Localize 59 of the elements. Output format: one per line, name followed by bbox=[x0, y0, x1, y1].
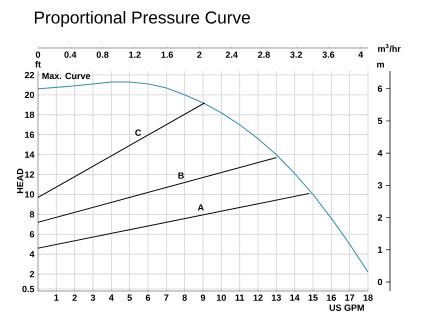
x2-tick-label: 1.2 bbox=[129, 52, 141, 58]
y2-tick-label: 0 bbox=[378, 278, 382, 286]
y-tick-label: 12 bbox=[25, 171, 34, 178]
series-label: Max. Curve bbox=[42, 72, 90, 80]
x-tick-label: 7 bbox=[164, 294, 168, 301]
y-tick-label: 10 bbox=[25, 191, 34, 198]
line-series bbox=[38, 81, 368, 273]
x-tick-label: 8 bbox=[182, 294, 187, 301]
x-tick-label: 16 bbox=[326, 294, 336, 301]
x2-tick-label: 1.6 bbox=[161, 52, 173, 58]
y-tick-label: 18 bbox=[25, 112, 34, 118]
y-tick-label: 14 bbox=[25, 152, 34, 158]
y-tick-label: 2 bbox=[30, 270, 34, 278]
series-label: C bbox=[135, 130, 142, 136]
x2-tick-label: 4 bbox=[358, 52, 364, 58]
x2-tick-label: 2 bbox=[197, 52, 202, 58]
y2-axis-title: m bbox=[377, 62, 384, 68]
series-label: A bbox=[198, 204, 204, 211]
x-tick-label: 13 bbox=[272, 294, 281, 301]
x2-axis-title: m$^{3}$/hr bbox=[378, 44, 401, 52]
x2-tick-label: 0 bbox=[36, 52, 40, 58]
y-tick-label: 22 bbox=[24, 72, 34, 78]
y2-tick-label: 5 bbox=[378, 118, 382, 124]
x2-tick-label: 3.6 bbox=[322, 52, 334, 58]
x-tick-label: 17 bbox=[345, 294, 354, 301]
x2-tick-label: 2.8 bbox=[258, 52, 270, 58]
x2-tick-label: 2.4 bbox=[226, 52, 238, 58]
x-tick-label: 10 bbox=[216, 294, 226, 301]
x-tick-label: 11 bbox=[235, 294, 244, 301]
x-axis-title: US GPM bbox=[330, 304, 364, 311]
y2-tick-label: 4 bbox=[378, 150, 382, 156]
y-tick-label: 4 bbox=[30, 251, 34, 258]
x-tick-label: 12 bbox=[254, 294, 263, 301]
y2-tick-label: 2 bbox=[378, 214, 382, 221]
chart-title: Proportional Pressure Curve bbox=[34, 10, 250, 28]
x2-tick-label: 0.4 bbox=[64, 52, 76, 58]
x-tick-label: 18 bbox=[364, 294, 373, 301]
y2-tick-label: 3 bbox=[378, 182, 382, 189]
y2-tick-label: 6 bbox=[378, 86, 382, 92]
x-tick-label: 6 bbox=[146, 294, 150, 301]
x-tick-label: 5 bbox=[127, 294, 132, 301]
x-tick-label: 15 bbox=[308, 294, 318, 301]
y-axis-title: HEAD bbox=[17, 168, 24, 194]
x-tick-label: 4 bbox=[108, 294, 114, 301]
y-tick-label: 6 bbox=[30, 231, 34, 238]
series-label: B bbox=[178, 172, 184, 179]
x2-tick-label: 3.2 bbox=[290, 52, 302, 58]
x-tick-label: 9 bbox=[200, 294, 206, 301]
x-tick-label: 2 bbox=[72, 294, 77, 301]
x-tick-label: 14 bbox=[290, 294, 300, 301]
y-tick-label: 0.5 bbox=[22, 286, 34, 292]
x-tick-label: 3 bbox=[90, 294, 96, 301]
y2-tick-label: 1 bbox=[378, 246, 382, 253]
x-tick-label: 1 bbox=[54, 294, 59, 301]
y-tick-label: 16 bbox=[25, 132, 34, 138]
y-tick-label: 8 bbox=[30, 211, 34, 218]
x2-tick-label: 0.8 bbox=[96, 52, 109, 58]
y-tick-label: 20 bbox=[24, 92, 34, 98]
text: ft bbox=[35, 60, 41, 68]
